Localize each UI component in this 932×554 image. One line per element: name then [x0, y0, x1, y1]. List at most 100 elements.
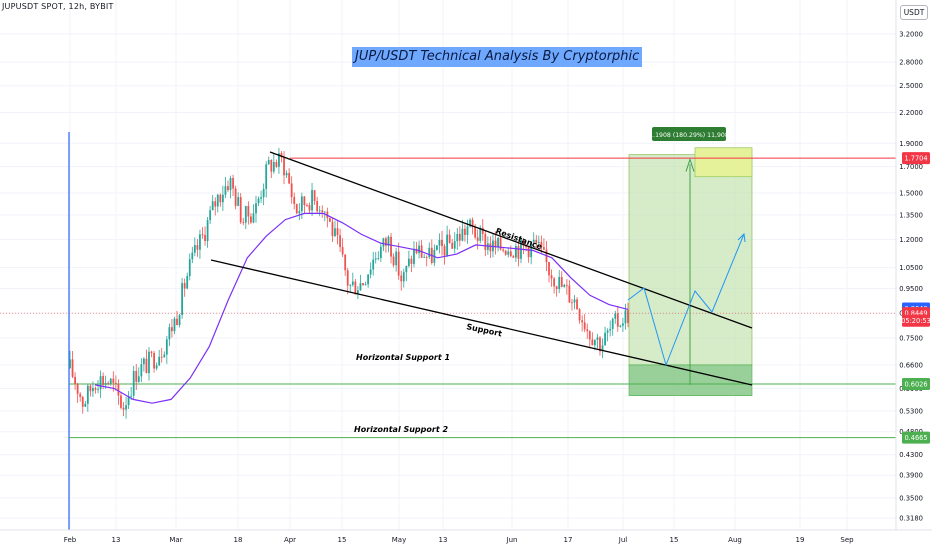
- candle-body: [201, 234, 204, 236]
- candle-body: [89, 385, 92, 392]
- candle-body: [540, 241, 543, 248]
- time-tick-label: Jul: [618, 536, 628, 544]
- candle-body: [624, 310, 627, 324]
- candle-body: [313, 190, 316, 202]
- candle-body: [181, 283, 184, 316]
- candle-body: [405, 265, 408, 273]
- candle-body: [474, 227, 477, 238]
- candle-body: [413, 248, 415, 264]
- price-axis[interactable]: 3.2000 2.8000 2.5000 2.2000 1.9000 1.7000 1.50…: [895, 0, 932, 530]
- candle-body: [120, 395, 122, 408]
- price-tick-label: 2.2000: [899, 109, 923, 117]
- candle-body: [397, 251, 400, 276]
- candle-body: [571, 302, 573, 304]
- candle-body: [142, 358, 145, 365]
- candle-body: [578, 309, 581, 321]
- candle-body: [616, 313, 619, 327]
- candle-body: [573, 299, 576, 303]
- candle-body: [145, 358, 148, 374]
- candle-body: [354, 281, 357, 295]
- candle-body: [114, 382, 117, 385]
- candle-body: [334, 228, 336, 237]
- candle-body: [227, 186, 229, 191]
- candle-body: [257, 198, 260, 204]
- candle-body: [163, 354, 166, 358]
- candle-body: [242, 222, 245, 223]
- candle-body: [576, 299, 578, 310]
- candle-body: [359, 283, 362, 291]
- candle-body: [280, 153, 283, 158]
- candle-body: [446, 234, 448, 256]
- candle-body: [583, 322, 586, 330]
- candle-body: [507, 251, 510, 255]
- candle-body: [448, 234, 451, 243]
- time-tick-label: 15: [338, 536, 347, 544]
- price-tick-label: 0.6600: [899, 361, 923, 369]
- candle-body: [451, 242, 454, 249]
- candle-body: [339, 235, 341, 248]
- candle-body: [484, 233, 487, 250]
- candle-body: [229, 178, 232, 191]
- horizontal-support-2-label: Horizontal Support 2: [354, 425, 448, 434]
- candle-body: [290, 183, 293, 198]
- time-tick-label: 13: [439, 536, 448, 544]
- time-tick-label: Sep: [840, 536, 854, 544]
- time-tick-label: Feb: [64, 536, 77, 544]
- trade-zones: [628, 147, 753, 396]
- candle-body: [614, 313, 617, 319]
- target-box: [694, 147, 753, 178]
- candle-body: [262, 188, 265, 198]
- chart-title: JUP/USDT Technical Analysis By Cryptorph…: [352, 47, 643, 67]
- candle-body: [92, 388, 94, 392]
- candle-body: [351, 281, 354, 285]
- price-tick-label: 2.8000: [899, 58, 923, 66]
- price-tick-label: 1.5000: [899, 189, 923, 197]
- measure-arrowhead: [685, 157, 695, 172]
- candle-body: [346, 270, 349, 286]
- price-badge-label: 05:20:53: [901, 317, 931, 325]
- candle-body: [428, 247, 431, 258]
- candle-body: [372, 259, 375, 270]
- candle-body: [239, 197, 242, 223]
- candles: [69, 147, 629, 419]
- time-axis[interactable]: Feb 13 Mar 18 Apr 15 May 13 Jun 17 Jul 15 Aug 19 Sep: [0, 529, 932, 550]
- time-tick-label: 17: [564, 536, 573, 544]
- candle-body: [558, 277, 561, 290]
- candle-body: [150, 351, 153, 353]
- candle-body: [344, 254, 347, 271]
- candle-body: [514, 246, 517, 258]
- price-tick-label: 0.7500: [899, 335, 923, 343]
- currency-button[interactable]: USDT: [900, 5, 928, 20]
- candle-body: [265, 164, 268, 189]
- grid-lines: [0, 0, 896, 530]
- candle-body: [285, 172, 288, 176]
- candle-body: [107, 382, 110, 384]
- price-badge: [902, 152, 930, 165]
- candle-body: [127, 396, 130, 406]
- candle-body: [224, 186, 227, 195]
- candle-body: [69, 359, 71, 369]
- candle-body: [410, 258, 413, 264]
- price-badge-label: 0.6026: [904, 381, 927, 389]
- candle-body: [298, 211, 301, 214]
- horizontal-levels: [0, 157, 896, 439]
- candle-body: [173, 318, 176, 332]
- price-badge-label: 0.4665: [904, 434, 927, 442]
- candle-body: [415, 248, 418, 254]
- support-label: Support: [466, 322, 503, 338]
- candle-body: [283, 157, 285, 176]
- candle-body: [423, 256, 426, 258]
- candle-body: [79, 393, 82, 397]
- price-badge: [902, 314, 930, 327]
- candle-body: [517, 246, 520, 259]
- symbol-label: JUPUSDT SPOT, 12h, BYBIT: [2, 2, 114, 11]
- candle-body: [125, 405, 127, 410]
- price-tick-label: 1.9000: [899, 140, 923, 148]
- candle-body: [99, 376, 102, 390]
- candle-body: [385, 238, 387, 246]
- time-tick-label: Aug: [728, 536, 742, 544]
- candle-body: [155, 365, 158, 369]
- candle-body: [568, 285, 571, 303]
